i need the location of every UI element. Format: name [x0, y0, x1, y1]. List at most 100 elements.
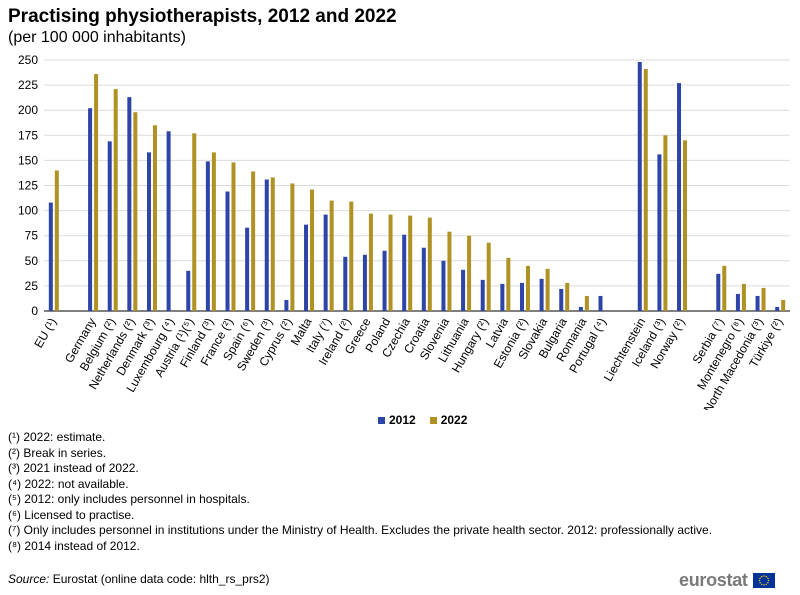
bar-2012: [775, 306, 780, 311]
bar-2022: [584, 295, 589, 311]
bar-2012: [657, 154, 662, 311]
bar-2022: [525, 265, 530, 311]
bar-2022: [113, 89, 118, 311]
bar-2022: [152, 125, 157, 311]
x-tick-label: EU (¹): [31, 316, 59, 351]
bar-2012: [343, 256, 348, 311]
bar-2022: [663, 135, 668, 311]
bar-2012: [205, 161, 210, 311]
legend: 2012 2022: [378, 413, 467, 427]
bar-2022: [506, 257, 511, 311]
legend-swatch-2022: [429, 416, 437, 424]
bar-2012: [88, 108, 93, 311]
flag-star-icon: [759, 582, 761, 584]
legend-label-2012: 2012: [389, 413, 416, 427]
y-tick-label: 100: [18, 204, 38, 218]
bar-2012: [578, 306, 583, 311]
bar-2022: [643, 69, 648, 311]
bar-2022: [467, 235, 472, 311]
bar-2012: [245, 227, 250, 311]
y-tick-label: 25: [25, 279, 39, 293]
legend-label-2022: 2022: [440, 413, 468, 427]
bar-2012: [284, 299, 289, 311]
bar-2012: [480, 279, 485, 311]
bar-2022: [329, 200, 334, 311]
y-tick-label: 225: [18, 78, 38, 92]
bar-2012: [107, 141, 112, 311]
chart-title: Practising physiotherapists, 2012 and 20…: [8, 6, 397, 27]
footnote: (¹) 2022: estimate.: [8, 430, 106, 444]
bar-2012: [598, 295, 603, 311]
bar-2012: [48, 202, 53, 311]
legend-item-2012: 2012: [378, 413, 416, 427]
flag-star-icon: [767, 579, 769, 582]
y-tick-label: 150: [18, 153, 38, 167]
bar-2022: [133, 112, 138, 311]
bar-2012: [127, 97, 132, 311]
flag-star-icon: [765, 583, 767, 586]
bar-2012: [539, 278, 544, 311]
footnotes: (¹) 2022: estimate. (²) Break in series.…: [8, 430, 788, 554]
y-tick-label: 0: [31, 304, 38, 318]
logo-text: eurostat: [679, 570, 748, 590]
footnote: (⁶) Licensed to practise.: [8, 507, 135, 522]
bar-2012: [323, 214, 328, 311]
footnote: (³) 2021 instead of 2022.: [8, 461, 139, 475]
y-tick-label: 200: [18, 103, 38, 117]
bar-2012: [716, 273, 721, 311]
flag-star-icon: [766, 577, 769, 579]
bar-2012: [402, 234, 407, 311]
bar-2022: [761, 287, 766, 311]
y-tick-label: 125: [18, 179, 38, 193]
source-text: Eurostat (online data code: hlth_rs_prs2…: [49, 572, 270, 586]
flag-star-icon: [760, 575, 763, 578]
bar-2022: [290, 183, 295, 311]
bar-2012: [264, 179, 269, 311]
bar-2012: [637, 62, 642, 312]
bar-2012: [362, 254, 367, 311]
eu-flag-icon: [752, 573, 775, 588]
bar-2022: [447, 231, 452, 311]
bar-2012: [225, 191, 230, 311]
bar-2012: [677, 83, 682, 311]
legend-swatch-2012: [378, 416, 385, 424]
flag-star-icon: [762, 584, 765, 586]
bar-2022: [54, 170, 59, 311]
bar-2012: [186, 270, 191, 311]
bar-2012: [146, 152, 151, 311]
bar-2022: [683, 140, 688, 311]
flag-star-icon: [766, 582, 769, 584]
bar-2022: [427, 217, 432, 311]
bar-2022: [722, 265, 727, 311]
bar-2012: [735, 293, 740, 311]
flag-star-icon: [760, 583, 763, 586]
source-label: Source:: [8, 572, 50, 586]
bar-2022: [231, 162, 236, 311]
flag-background: [752, 573, 775, 588]
bar-2022: [388, 214, 393, 311]
y-tick-label: 250: [18, 53, 38, 67]
legend-item-2022: 2022: [429, 413, 468, 427]
y-tick-label: 175: [18, 128, 38, 142]
bar-2022: [408, 215, 413, 311]
y-tick-label: 75: [25, 229, 39, 243]
bar-2022: [270, 177, 275, 311]
bar-2012: [519, 282, 524, 311]
bar-2022: [310, 189, 315, 311]
bar-2022: [349, 201, 354, 311]
footnote: (⁷) Only includes personnel in instituti…: [8, 523, 713, 537]
flag-star-icon: [762, 575, 765, 577]
bar-2022: [545, 268, 550, 311]
bar-2012: [559, 288, 564, 311]
chart-subtitle: (per 100 000 inhabitants): [8, 29, 186, 46]
bar-2012: [166, 131, 171, 311]
flag-star-icon: [758, 579, 760, 582]
bar-2012: [461, 269, 466, 311]
bar-2012: [304, 224, 309, 311]
bar-2022: [211, 152, 216, 311]
bar-2012: [755, 295, 760, 311]
bar-2012: [500, 283, 505, 311]
bar-2022: [741, 283, 746, 311]
source-line: Source: Eurostat (online data code: hlth…: [8, 572, 269, 586]
